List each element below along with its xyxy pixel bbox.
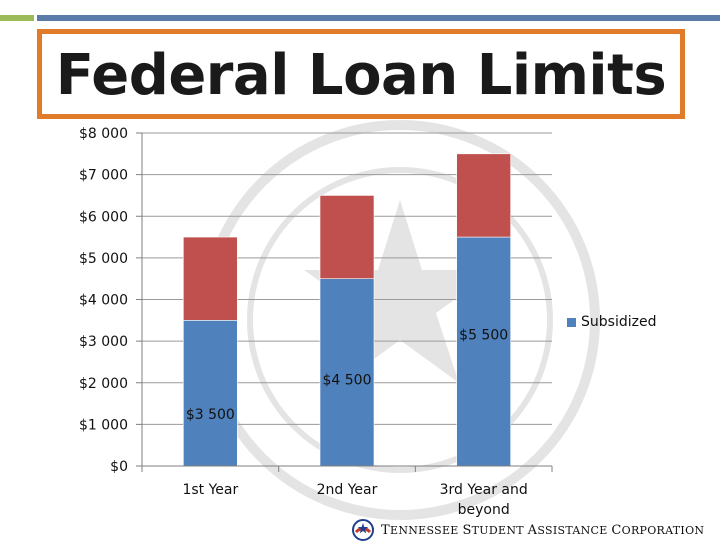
x-tick-label: beyond xyxy=(458,502,510,518)
title-frame xyxy=(37,29,685,119)
y-tick-label: $3 000 xyxy=(79,334,128,350)
footer-word-4-rest: ORPORATION xyxy=(621,523,705,537)
top-rule xyxy=(37,15,720,21)
bar-segment xyxy=(319,195,375,279)
bar-segment xyxy=(183,320,238,467)
y-tick-label: $0 xyxy=(110,459,128,475)
y-tick-label: $4 000 xyxy=(79,293,128,309)
footer-word-3-rest: SSISTANCE xyxy=(537,523,608,537)
footer: TENNESSEE STUDENT ASSISTANCE CORPORATION xyxy=(352,519,704,541)
footer-word-2-rest: TUDENT xyxy=(471,523,524,537)
bar-segment xyxy=(456,153,511,238)
y-tick-label: $6 000 xyxy=(79,209,128,225)
x-tick-label: 1st Year xyxy=(182,482,238,498)
labels: $0 $1 000 $2 000 $3 000 $4 000 $5 000 $6 000 $7… xyxy=(79,126,528,518)
bar-segment xyxy=(183,236,238,321)
footer-word-2-initial: S xyxy=(462,522,472,538)
y-tick-label: $2 000 xyxy=(79,376,128,392)
legend: Subsidized xyxy=(567,314,656,330)
bar-segment xyxy=(456,236,511,467)
footer-word-1-initial: T xyxy=(381,522,390,538)
tsac-logo-icon xyxy=(352,519,374,541)
x-tick-label: 3rd Year and xyxy=(440,482,528,498)
footer-word-3-initial: A xyxy=(527,522,538,538)
legend-swatch-subsidized xyxy=(567,317,576,327)
data-label: $4 500 xyxy=(323,372,372,388)
data-label: $3 500 xyxy=(186,407,235,423)
data-label: $5 500 xyxy=(459,328,508,344)
footer-word-1-rest: ENNESSEE xyxy=(389,523,459,537)
y-tick-label: $1 000 xyxy=(79,417,128,433)
y-tick-label: $7 000 xyxy=(79,168,128,184)
axes xyxy=(136,132,553,472)
legend-label-subsidized: Subsidized xyxy=(581,314,657,330)
x-tick-label: 2nd Year xyxy=(317,482,378,498)
top-rule-accent xyxy=(0,15,34,21)
slide-title: Federal Loan Limits xyxy=(55,43,667,108)
footer-organization-name: TENNESSEE STUDENT ASSISTANCE CORPORATION xyxy=(381,523,704,538)
y-tick-label: $5 000 xyxy=(79,251,128,267)
footer-word-4-initial: C xyxy=(611,522,622,538)
bars xyxy=(183,153,511,467)
y-tick-label: $8 000 xyxy=(79,126,128,142)
